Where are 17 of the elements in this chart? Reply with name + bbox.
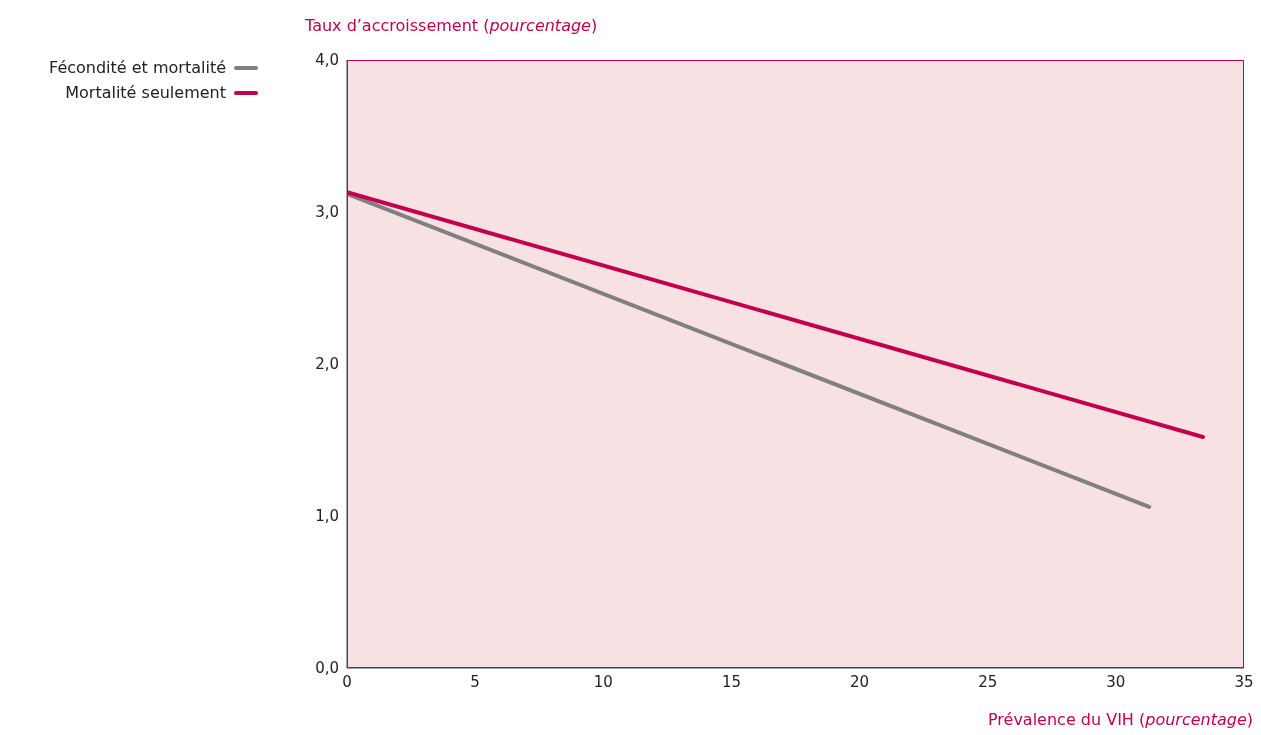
y-tick-label: 2,0 bbox=[315, 355, 339, 374]
y-axis-title: Taux d’accroissement (pourcentage) bbox=[305, 16, 598, 35]
legend-label: Mortalité seulement bbox=[65, 83, 226, 102]
x-axis-title: Prévalence du VIH (pourcentage) bbox=[987, 710, 1253, 729]
x-tick-label: 25 bbox=[978, 672, 998, 691]
y-tick-label: 0,0 bbox=[315, 659, 339, 678]
y-tick-label: 3,0 bbox=[315, 203, 339, 222]
x-tick-label: 0 bbox=[342, 672, 352, 691]
y-tick-label: 4,0 bbox=[315, 51, 339, 70]
x-tick-label: 20 bbox=[850, 672, 870, 691]
x-tick-label: 15 bbox=[721, 672, 741, 691]
x-tick-label: 30 bbox=[1106, 672, 1126, 691]
x-tick-label: 35 bbox=[1234, 672, 1254, 691]
x-tick-label: 5 bbox=[470, 672, 480, 691]
x-tick-label: 10 bbox=[593, 672, 613, 691]
y-tick-label: 1,0 bbox=[315, 507, 339, 526]
legend-label: Fécondité et mortalité bbox=[49, 58, 226, 77]
